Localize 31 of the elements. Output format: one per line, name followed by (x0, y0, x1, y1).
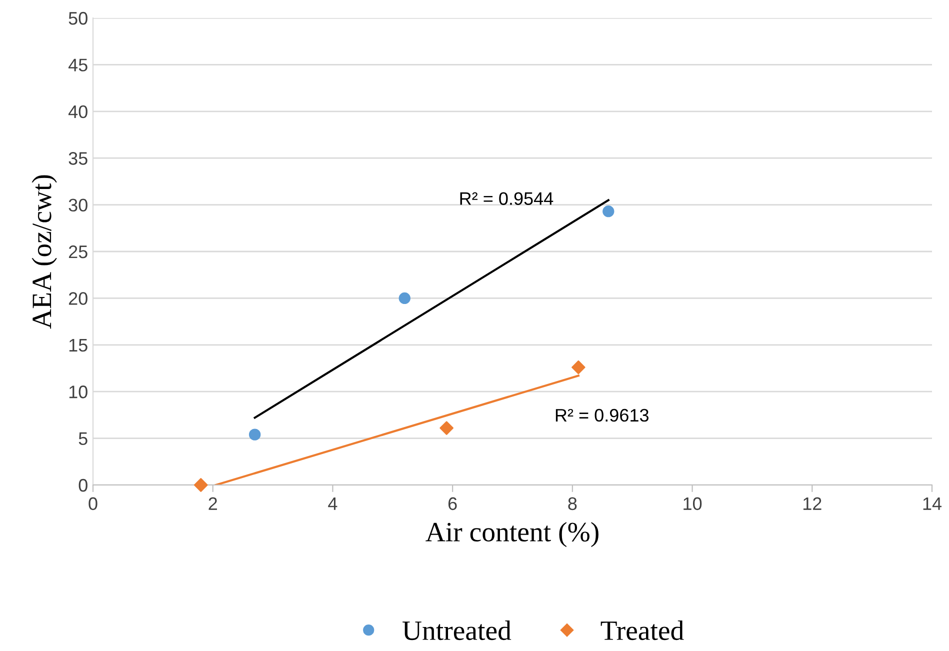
y-tick-label: 5 (78, 432, 88, 446)
x-axis-title: Air content (%) (426, 522, 598, 548)
point (194, 478, 208, 492)
legend-label: Untreated (402, 620, 512, 640)
x-tick-label: 6 (448, 497, 457, 510)
y-tick-label: 10 (69, 386, 88, 398)
point (602, 205, 614, 218)
point (572, 360, 586, 374)
x-tick-label: 14 (923, 497, 942, 510)
annotation: R² = 0.9613 (556, 408, 649, 422)
y-tick-label: 50 (68, 12, 88, 25)
y-axis-title: AEA (oz/cwt) (32, 175, 57, 329)
y-tick-label: 30 (68, 198, 88, 212)
x-tick-label: 4 (328, 497, 338, 510)
x-tick-label: 2 (208, 497, 217, 510)
x-tick-label: 12 (803, 497, 822, 510)
y-tick-label: 35 (68, 152, 88, 165)
annotation: R² = 0.9544 (460, 192, 554, 205)
point (398, 292, 410, 304)
y-tick-label: 20 (68, 292, 88, 305)
x-tick-label: 0 (88, 497, 98, 510)
y-tick-label: 25 (68, 245, 88, 258)
point (248, 428, 261, 440)
legend-label: Treated (600, 620, 684, 640)
point (440, 421, 454, 435)
x-tick-label: 10 (684, 497, 702, 510)
y-tick-label: 0 (78, 478, 88, 492)
x-tick-label: 8 (568, 497, 577, 510)
y-tick-label: 45 (68, 58, 88, 72)
y-tick-label: 40 (68, 105, 88, 118)
y-tick-label: 15 (69, 339, 88, 352)
